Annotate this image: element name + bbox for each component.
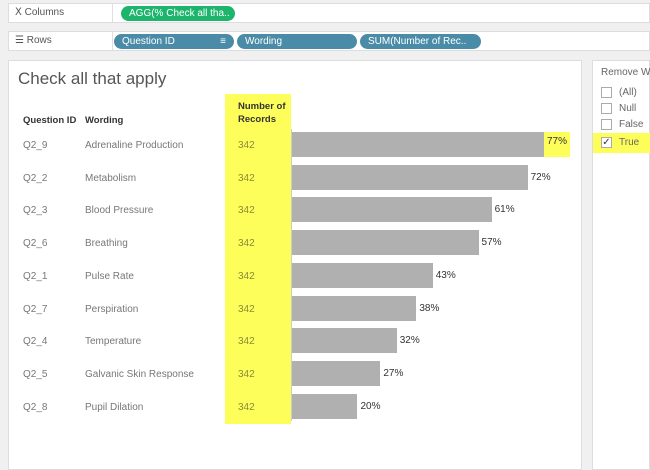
bar[interactable] bbox=[292, 360, 381, 386]
rows-pill-wording[interactable]: Wording bbox=[237, 34, 357, 49]
bar-label: 72% bbox=[530, 171, 551, 183]
columns-icon: Ⅹ bbox=[15, 7, 22, 18]
bar[interactable] bbox=[292, 164, 528, 190]
bar[interactable] bbox=[292, 393, 358, 419]
record-count: 342 bbox=[238, 140, 255, 151]
wording: Pulse Rate bbox=[85, 270, 134, 282]
bar[interactable] bbox=[292, 197, 492, 223]
record-count: 342 bbox=[238, 303, 255, 315]
checkbox[interactable]: ✓ bbox=[601, 137, 612, 148]
table-row[interactable]: Q2_7 Perspiration 342 38% bbox=[9, 293, 583, 326]
filter-item[interactable]: False bbox=[593, 117, 650, 133]
bar[interactable] bbox=[292, 328, 397, 354]
wording: Breathing bbox=[85, 238, 128, 250]
question-id: Q2_6 bbox=[23, 238, 48, 250]
wording: Temperature bbox=[85, 336, 142, 348]
header-question-id: Question ID bbox=[23, 115, 77, 126]
columns-shelf-label: Ⅹ Columns bbox=[9, 4, 113, 22]
filter-item-label: (All) bbox=[619, 87, 637, 98]
record-count: 342 bbox=[238, 238, 255, 250]
rows-pill-question-id[interactable]: Question ID ≡ bbox=[114, 34, 234, 49]
wording: Adrenaline Production bbox=[85, 140, 184, 151]
filter-item[interactable]: (All) bbox=[593, 85, 650, 101]
question-id: Q2_1 bbox=[23, 270, 48, 282]
filter-card: Remove W (All) Null False ✓ True bbox=[592, 60, 650, 470]
table-row[interactable]: Q2_9 Adrenaline Production 342 77% bbox=[9, 129, 583, 162]
rows-shelf-label: ☰ Rows bbox=[9, 32, 113, 50]
wording: Blood Pressure bbox=[85, 205, 154, 217]
table-row[interactable]: Q2_3 Blood Pressure 342 61% bbox=[9, 194, 583, 227]
bar-label: 43% bbox=[435, 269, 456, 281]
checkbox[interactable] bbox=[601, 87, 612, 98]
question-id: Q2_3 bbox=[23, 205, 48, 217]
rows-pill-records[interactable]: SUM(Number of Rec.. bbox=[360, 34, 481, 49]
bar-label: 77% bbox=[544, 132, 571, 157]
checkbox[interactable] bbox=[601, 103, 612, 114]
bar[interactable] bbox=[292, 230, 479, 256]
header-wording: Wording bbox=[85, 115, 124, 126]
filter-item-label: Null bbox=[619, 103, 637, 114]
wording: Perspiration bbox=[85, 303, 139, 315]
question-id: Q2_2 bbox=[23, 172, 48, 184]
bar-label: 32% bbox=[399, 335, 420, 347]
filter-title: Remove W bbox=[601, 67, 650, 78]
columns-shelf[interactable]: Ⅹ Columns AGG(% Check all tha.. bbox=[8, 3, 650, 23]
table-row[interactable]: Q2_4 Temperature 342 32% bbox=[9, 325, 583, 358]
bar-label: 38% bbox=[419, 302, 440, 314]
worksheet-view: Check all that apply Question ID Wording… bbox=[8, 60, 582, 470]
question-id: Q2_8 bbox=[23, 401, 48, 413]
sort-icon[interactable]: ≡ bbox=[220, 36, 226, 47]
bar-label: 20% bbox=[360, 400, 381, 412]
bar[interactable] bbox=[292, 262, 433, 288]
record-count: 342 bbox=[238, 172, 255, 184]
filter-item-label: True bbox=[619, 137, 640, 148]
bar[interactable] bbox=[292, 295, 417, 321]
bar-label: 57% bbox=[481, 237, 502, 249]
question-id: Q2_4 bbox=[23, 336, 48, 348]
bar-label: 27% bbox=[383, 367, 404, 379]
axis-line bbox=[291, 129, 292, 421]
table-row[interactable]: Q2_6 Breathing 342 57% bbox=[9, 227, 583, 260]
filter-item[interactable]: ✓ True bbox=[593, 133, 650, 153]
rows-shelf[interactable]: ☰ Rows Question ID ≡ Wording SUM(Number o… bbox=[8, 31, 650, 51]
table-row[interactable]: Q2_5 Galvanic Skin Response 342 27% bbox=[9, 358, 583, 391]
record-count: 342 bbox=[238, 205, 255, 217]
question-id: Q2_5 bbox=[23, 368, 48, 380]
record-count: 342 bbox=[238, 336, 255, 348]
sheet-title: Check all that apply bbox=[18, 69, 167, 88]
wording: Galvanic Skin Response bbox=[85, 368, 194, 380]
question-id: Q2_9 bbox=[23, 140, 48, 151]
record-count: 342 bbox=[238, 401, 255, 413]
records-highlight bbox=[225, 94, 291, 424]
rows-icon: ☰ bbox=[15, 35, 24, 46]
table-row[interactable]: Q2_2 Metabolism 342 72% bbox=[9, 162, 583, 195]
question-id: Q2_7 bbox=[23, 303, 48, 315]
bar[interactable] bbox=[292, 132, 544, 157]
table-row[interactable]: Q2_1 Pulse Rate 342 43% bbox=[9, 260, 583, 293]
table-row[interactable]: Q2_8 Pupil Dilation 342 20% bbox=[9, 391, 583, 424]
wording: Pupil Dilation bbox=[85, 401, 144, 413]
record-count: 342 bbox=[238, 368, 255, 380]
record-count: 342 bbox=[238, 270, 255, 282]
wording: Metabolism bbox=[85, 172, 137, 184]
header-number-of-records: Number of Records bbox=[238, 101, 286, 125]
filter-item[interactable]: Null bbox=[593, 101, 650, 117]
checkbox[interactable] bbox=[601, 119, 612, 130]
filter-item-label: False bbox=[619, 119, 644, 130]
bar-label: 61% bbox=[494, 204, 515, 216]
columns-pill[interactable]: AGG(% Check all tha.. bbox=[121, 6, 235, 21]
